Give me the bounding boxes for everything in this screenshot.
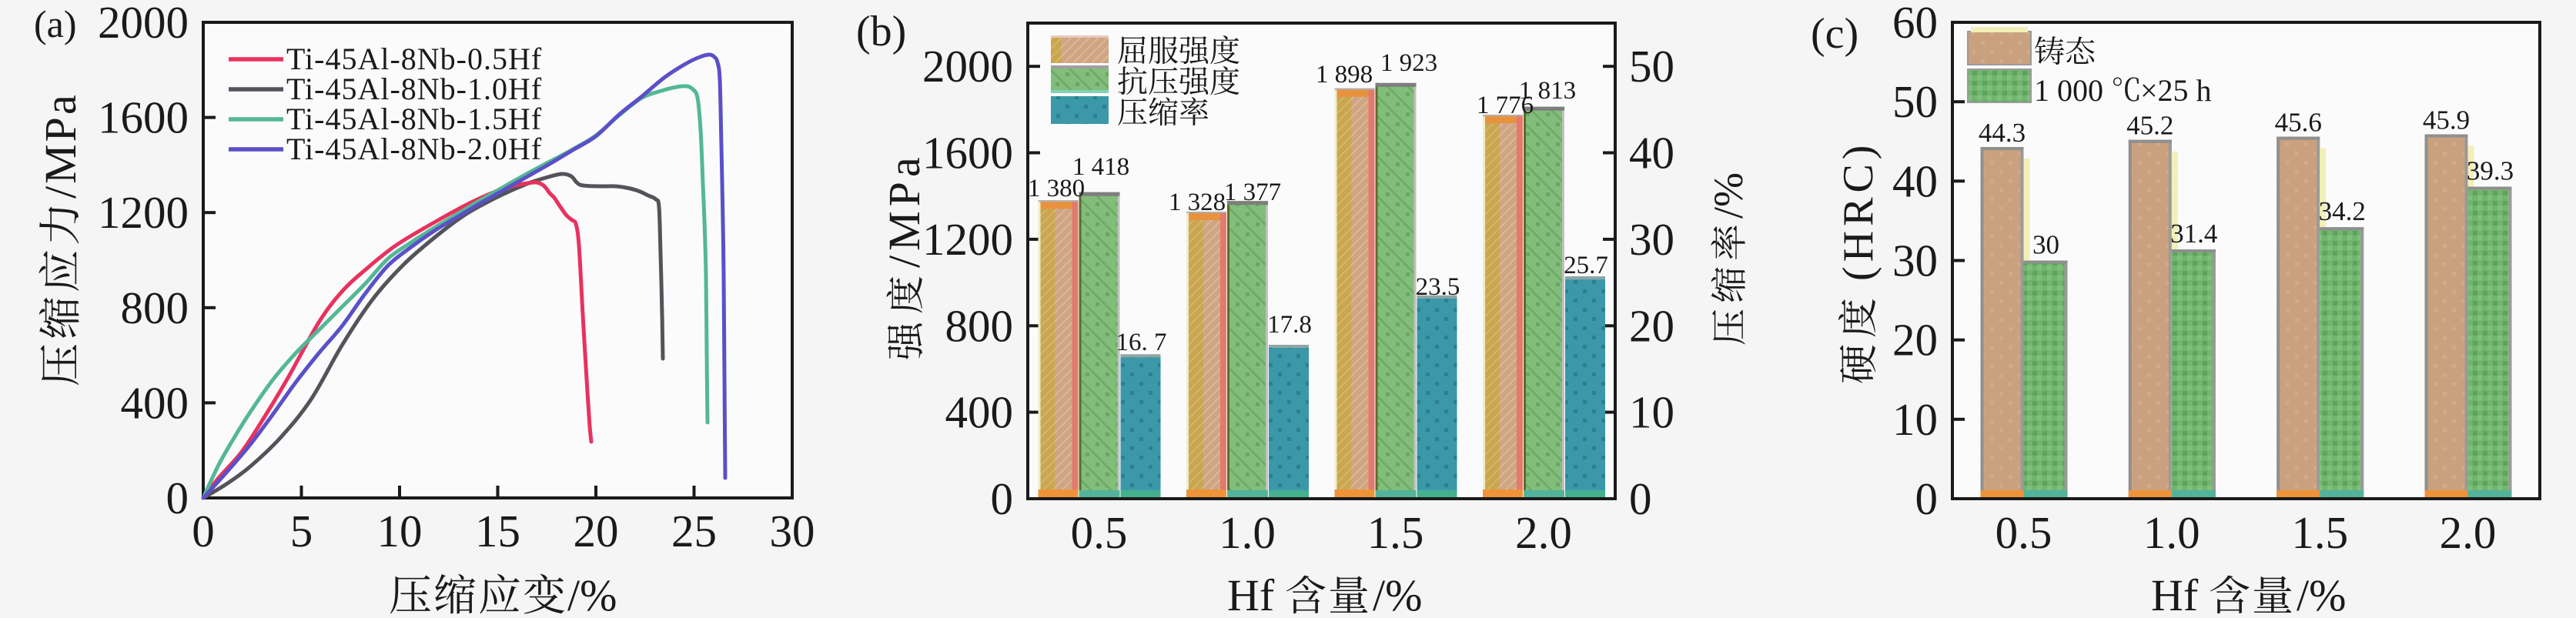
svg-text:1 000: 1 000: [2034, 73, 2103, 108]
svg-text:1.0: 1.0: [2143, 507, 2200, 558]
svg-text:16. 7: 16. 7: [1116, 329, 1167, 356]
svg-text:(HRC): (HRC): [1835, 141, 1882, 281]
svg-text:0: 0: [166, 473, 189, 523]
svg-text:0.5: 0.5: [1071, 507, 1128, 558]
svg-text:20: 20: [574, 506, 619, 556]
svg-text:(c): (c): [1811, 10, 1858, 58]
svg-text:34.2: 34.2: [2319, 196, 2366, 226]
svg-text:39.3: 39.3: [2467, 156, 2514, 186]
svg-text:45.6: 45.6: [2275, 108, 2322, 138]
svg-text:800: 800: [945, 300, 1014, 351]
svg-text:1.0: 1.0: [1219, 507, 1276, 558]
svg-text:0: 0: [1915, 473, 1939, 524]
svg-text:2.0: 2.0: [2440, 507, 2497, 558]
svg-text:30: 30: [1629, 214, 1674, 265]
svg-text:0: 0: [192, 506, 215, 556]
svg-text:10: 10: [377, 506, 423, 556]
svg-text:1 377: 1 377: [1224, 179, 1281, 206]
svg-text:40: 40: [1892, 155, 1938, 206]
svg-text:30: 30: [2032, 230, 2059, 260]
svg-text:Ti-45Al-8Nb-1.0Hf: Ti-45Al-8Nb-1.0Hf: [286, 72, 542, 106]
svg-text:1.5: 1.5: [1367, 507, 1424, 558]
svg-text:1 328: 1 328: [1169, 189, 1226, 216]
svg-text:44.3: 44.3: [1979, 118, 2026, 148]
svg-text:/MPa: /MPa: [879, 152, 929, 268]
svg-text:31.4: 31.4: [2170, 219, 2217, 249]
svg-text:10: 10: [1629, 387, 1674, 438]
svg-text:20: 20: [1892, 315, 1938, 366]
svg-text:15: 15: [475, 506, 520, 556]
svg-text:50: 50: [1892, 76, 1938, 127]
svg-text:45.2: 45.2: [2126, 111, 2173, 141]
svg-text:10: 10: [1892, 394, 1938, 445]
svg-text:/%: /%: [2297, 570, 2346, 618]
svg-text:2000: 2000: [98, 0, 189, 48]
svg-text:Hf: Hf: [1227, 570, 1275, 618]
svg-text:25: 25: [671, 506, 717, 556]
svg-text:×25 h: ×25 h: [2140, 73, 2212, 108]
svg-text:0: 0: [1629, 473, 1652, 524]
svg-text:/MPa: /MPa: [35, 92, 85, 199]
svg-text:45.9: 45.9: [2423, 105, 2470, 135]
svg-text:25.7: 25.7: [1564, 252, 1608, 279]
svg-text:5: 5: [290, 506, 313, 556]
svg-text:1 898: 1 898: [1316, 61, 1373, 89]
svg-text:/%: /%: [1705, 172, 1751, 219]
svg-text:60: 60: [1892, 0, 1938, 48]
svg-text:800: 800: [121, 282, 189, 333]
svg-text:20: 20: [1629, 300, 1674, 351]
svg-text:17.8: 17.8: [1267, 311, 1312, 339]
svg-text:/%: /%: [567, 570, 617, 618]
svg-text:2000: 2000: [922, 41, 1013, 92]
svg-text:40: 40: [1629, 128, 1674, 179]
svg-text:23.5: 23.5: [1416, 273, 1460, 301]
svg-text:(a): (a): [34, 2, 77, 45]
svg-text:(b): (b): [856, 8, 906, 55]
svg-text:Ti-45Al-8Nb-2.0Hf: Ti-45Al-8Nb-2.0Hf: [286, 132, 542, 166]
svg-text:Ti-45Al-8Nb-0.5Hf: Ti-45Al-8Nb-0.5Hf: [286, 42, 542, 76]
svg-text:1 923: 1 923: [1380, 49, 1437, 77]
svg-text:400: 400: [945, 387, 1014, 438]
svg-text:1 418: 1 418: [1072, 153, 1129, 181]
svg-text:0.5: 0.5: [1996, 507, 2052, 558]
svg-text:1 813: 1 813: [1519, 77, 1576, 105]
svg-text:30: 30: [770, 506, 815, 556]
svg-text:400: 400: [121, 377, 189, 428]
svg-text:1200: 1200: [922, 214, 1013, 265]
svg-text:1.5: 1.5: [2291, 507, 2348, 558]
svg-text:Hf: Hf: [2151, 570, 2199, 618]
svg-text:30: 30: [1892, 236, 1938, 286]
svg-text:1600: 1600: [922, 128, 1013, 179]
svg-text:1600: 1600: [98, 92, 189, 143]
svg-text:50: 50: [1629, 41, 1674, 92]
svg-text:Ti-45Al-8Nb-1.5Hf: Ti-45Al-8Nb-1.5Hf: [286, 102, 542, 136]
svg-text:2.0: 2.0: [1515, 507, 1572, 558]
svg-text:/%: /%: [1373, 570, 1422, 618]
svg-text:1 380: 1 380: [1028, 175, 1085, 202]
svg-text:1200: 1200: [98, 187, 189, 238]
svg-text:0: 0: [991, 473, 1014, 524]
svg-text:1 776: 1 776: [1477, 92, 1534, 119]
